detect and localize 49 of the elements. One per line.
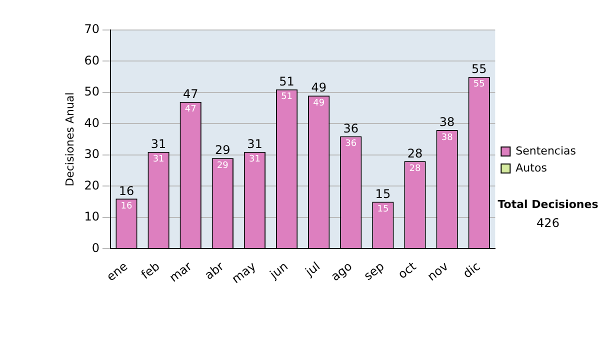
total-label: 51: [279, 74, 294, 88]
text: Total Decisiones: [498, 198, 599, 211]
y-tick-label: 50: [84, 84, 100, 99]
legend-label: Autos: [516, 161, 548, 174]
y-axis-title: Decisiones Anual: [63, 92, 76, 186]
total-label: 36: [343, 121, 359, 136]
total-label: 31: [247, 136, 262, 151]
total-label: 38: [439, 115, 455, 130]
x-tick-label: jun: [266, 259, 291, 282]
y-tick-label: 20: [84, 178, 100, 192]
data-label: 36: [345, 139, 357, 150]
total-label: 49: [311, 80, 326, 95]
total-label: 55: [471, 62, 487, 76]
x-tick-label: jul: [302, 259, 323, 280]
x-tick-label: dic: [460, 259, 483, 281]
x-tick-label: abr: [202, 259, 226, 282]
total-label: 29: [215, 143, 230, 158]
data-label: 31: [249, 154, 260, 165]
y-tick-label: 40: [84, 116, 100, 130]
total-label: 47: [182, 86, 198, 101]
data-label: 47: [184, 104, 196, 115]
total-label: 16: [118, 184, 134, 198]
y-tick-label: 70: [84, 22, 100, 36]
y-tick-label: 10: [84, 210, 100, 224]
y-tick-label: 60: [84, 53, 100, 68]
data-label: 29: [216, 160, 229, 171]
x-tick-label: oct: [395, 258, 419, 282]
y-tick-label: 0: [92, 240, 100, 255]
data-label: 38: [441, 132, 454, 143]
data-label: 28: [409, 164, 422, 174]
x-tick-label: ene: [104, 259, 130, 284]
data-label: 15: [377, 204, 389, 215]
data-label: 51: [281, 92, 293, 102]
data-label: 31: [152, 154, 164, 165]
total-label: 31: [150, 136, 166, 151]
text: 426: [536, 216, 560, 230]
x-tick-label: sep: [361, 259, 387, 284]
y-tick-label: 30: [84, 147, 100, 162]
total-label: 15: [375, 186, 391, 201]
x-tick-label: mar: [166, 259, 194, 285]
legend-label: Sentencias: [516, 144, 576, 158]
x-tick-label: may: [229, 259, 258, 286]
total-label: 28: [407, 146, 423, 160]
data-label: 49: [313, 98, 325, 108]
x-tick-label: feb: [138, 259, 162, 282]
x-tick-label: nov: [424, 259, 451, 284]
data-label: 55: [473, 80, 485, 90]
x-tick-label: ago: [328, 259, 355, 284]
data-label: 16: [120, 202, 132, 212]
